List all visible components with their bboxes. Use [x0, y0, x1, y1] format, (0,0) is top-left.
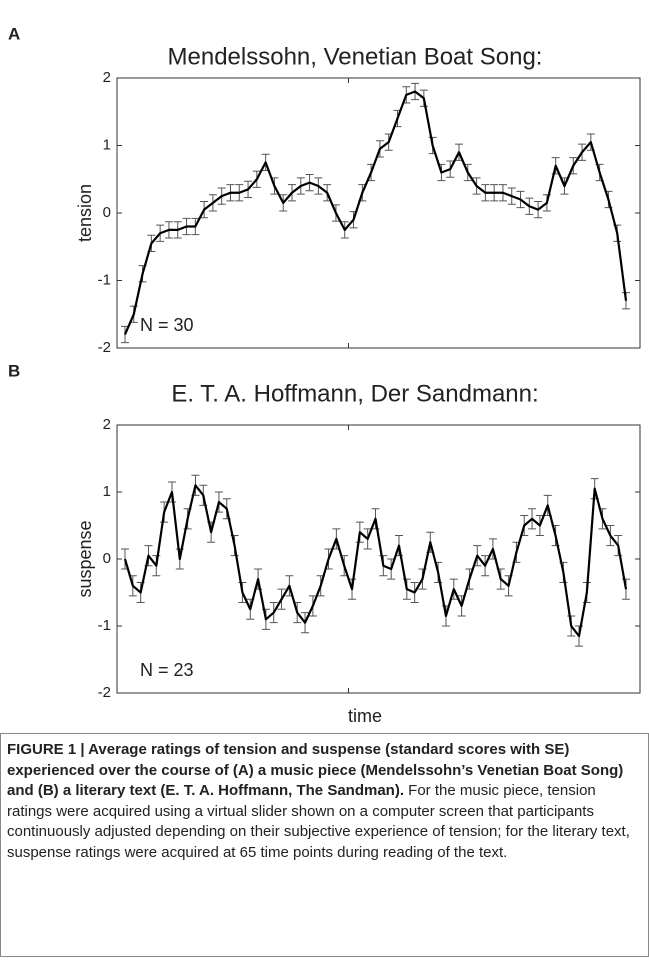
y-tick-label: -1 [98, 617, 111, 634]
y-tick-label: -1 [98, 271, 111, 288]
y-tick-label: 1 [103, 483, 111, 500]
y-tick-label: 2 [103, 416, 111, 433]
panel-label: B [8, 361, 20, 380]
y-tick-label: 0 [103, 204, 111, 221]
y-tick-label: 2 [103, 69, 111, 86]
plot-frame [116, 77, 641, 349]
y-tick-label: 0 [103, 550, 111, 567]
annotation: N = 30 [140, 315, 194, 335]
annotation: N = 23 [140, 660, 194, 680]
y-axis-label: tension [75, 184, 95, 242]
y-axis-label: suspense [75, 520, 95, 597]
caption-text: For the music piece, tension ratings wer… [7, 782, 630, 861]
y-tick-label: -2 [98, 339, 111, 356]
line [123, 90, 628, 335]
caption: FIGURE 1 | Average ratings of tension an… [0, 733, 649, 957]
y-tick-label: 1 [103, 136, 111, 153]
y-tick-label: -2 [98, 684, 111, 701]
panel-label: A [8, 24, 20, 43]
caption-bold: FIGURE 1 | Average ratings of tension an… [7, 741, 624, 799]
chart-title: E. T. A. Hoffmann, Der Sandmann: [171, 380, 538, 407]
figure: A Mendelssohn, Venetian Boat Song: -2 -1 0 1 2… [8, 24, 641, 726]
x-axis-label: time [348, 706, 382, 726]
chart-title: Mendelssohn, Venetian Boat Song: [168, 43, 543, 70]
line [123, 484, 628, 638]
